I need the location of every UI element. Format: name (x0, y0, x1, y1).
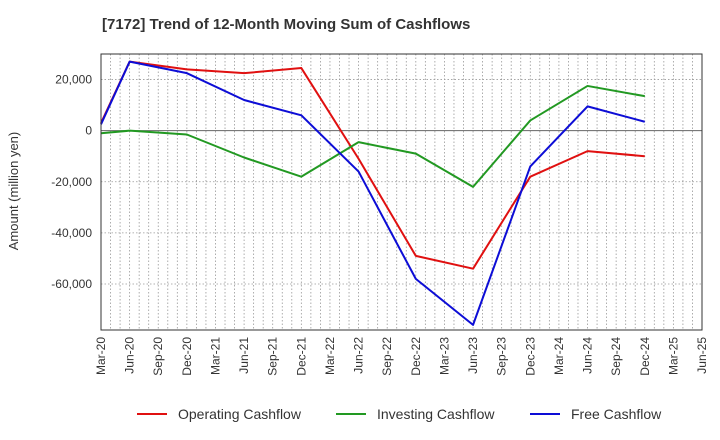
x-tick-label: Mar-21 (208, 337, 222, 375)
y-tick-label: -20,000 (51, 175, 92, 189)
x-tick-label: Mar-25 (666, 337, 680, 375)
y-tick-label: 0 (85, 124, 92, 138)
x-tick-labels: Mar-20 Jun-20 Sep-20 Dec-20 Mar-21 Jun-21 Sep-… (94, 337, 709, 376)
x-tick-label: Sep-24 (609, 337, 623, 376)
x-tick-label: Dec-21 (294, 337, 308, 376)
x-tick-label: Dec-20 (180, 337, 194, 376)
plot-area-frame (100, 53, 703, 331)
series-lines (100, 60, 646, 326)
x-tick-label: Sep-22 (380, 337, 394, 376)
x-tick-label: Jun-25 (695, 337, 709, 374)
x-tick-label: Mar-24 (552, 337, 566, 375)
x-tick-label: Dec-23 (523, 337, 537, 376)
x-tick-label: Mar-22 (323, 337, 337, 375)
x-tick-label: Sep-23 (495, 337, 509, 376)
x-tick-label: Jun-24 (581, 337, 595, 374)
x-tick-label: Mar-23 (437, 337, 451, 375)
x-tick-label: Dec-22 (409, 337, 423, 376)
x-tick-label: Dec-24 (638, 337, 652, 376)
legend: Operating Cashflow Investing Cashflow Free… (137, 406, 662, 422)
x-tick-label: Mar-20 (94, 337, 108, 375)
chart-title: [7172] Trend of 12-Month Moving Sum of C… (102, 16, 470, 33)
y-tick-label: -60,000 (51, 277, 92, 291)
y-tick-label: -40,000 (51, 226, 92, 240)
x-tick-label: Sep-21 (266, 337, 280, 376)
y-tick-labels: 20,000 0 -20,000 -40,000 -60,000 (51, 73, 92, 291)
investing-cashflow-line (100, 84, 645, 188)
grid-lines (101, 54, 702, 330)
x-tick-label: Jun-21 (237, 337, 251, 374)
free-cashflow-legend-label: Free Cashflow (571, 406, 662, 422)
x-tick-label: Jun-20 (123, 337, 137, 374)
free-cashflow-line (100, 60, 646, 326)
operating-cashflow-line (100, 60, 645, 270)
operating-cashflow-legend-label: Operating Cashflow (178, 406, 302, 422)
x-tick-label: Jun-23 (466, 337, 480, 374)
y-tick-label: 20,000 (55, 73, 92, 87)
x-tick-label: Sep-20 (151, 337, 165, 376)
x-tick-label: Jun-22 (352, 337, 366, 374)
y-axis-label: Amount (million yen) (6, 132, 21, 251)
investing-cashflow-legend-label: Investing Cashflow (377, 406, 495, 422)
